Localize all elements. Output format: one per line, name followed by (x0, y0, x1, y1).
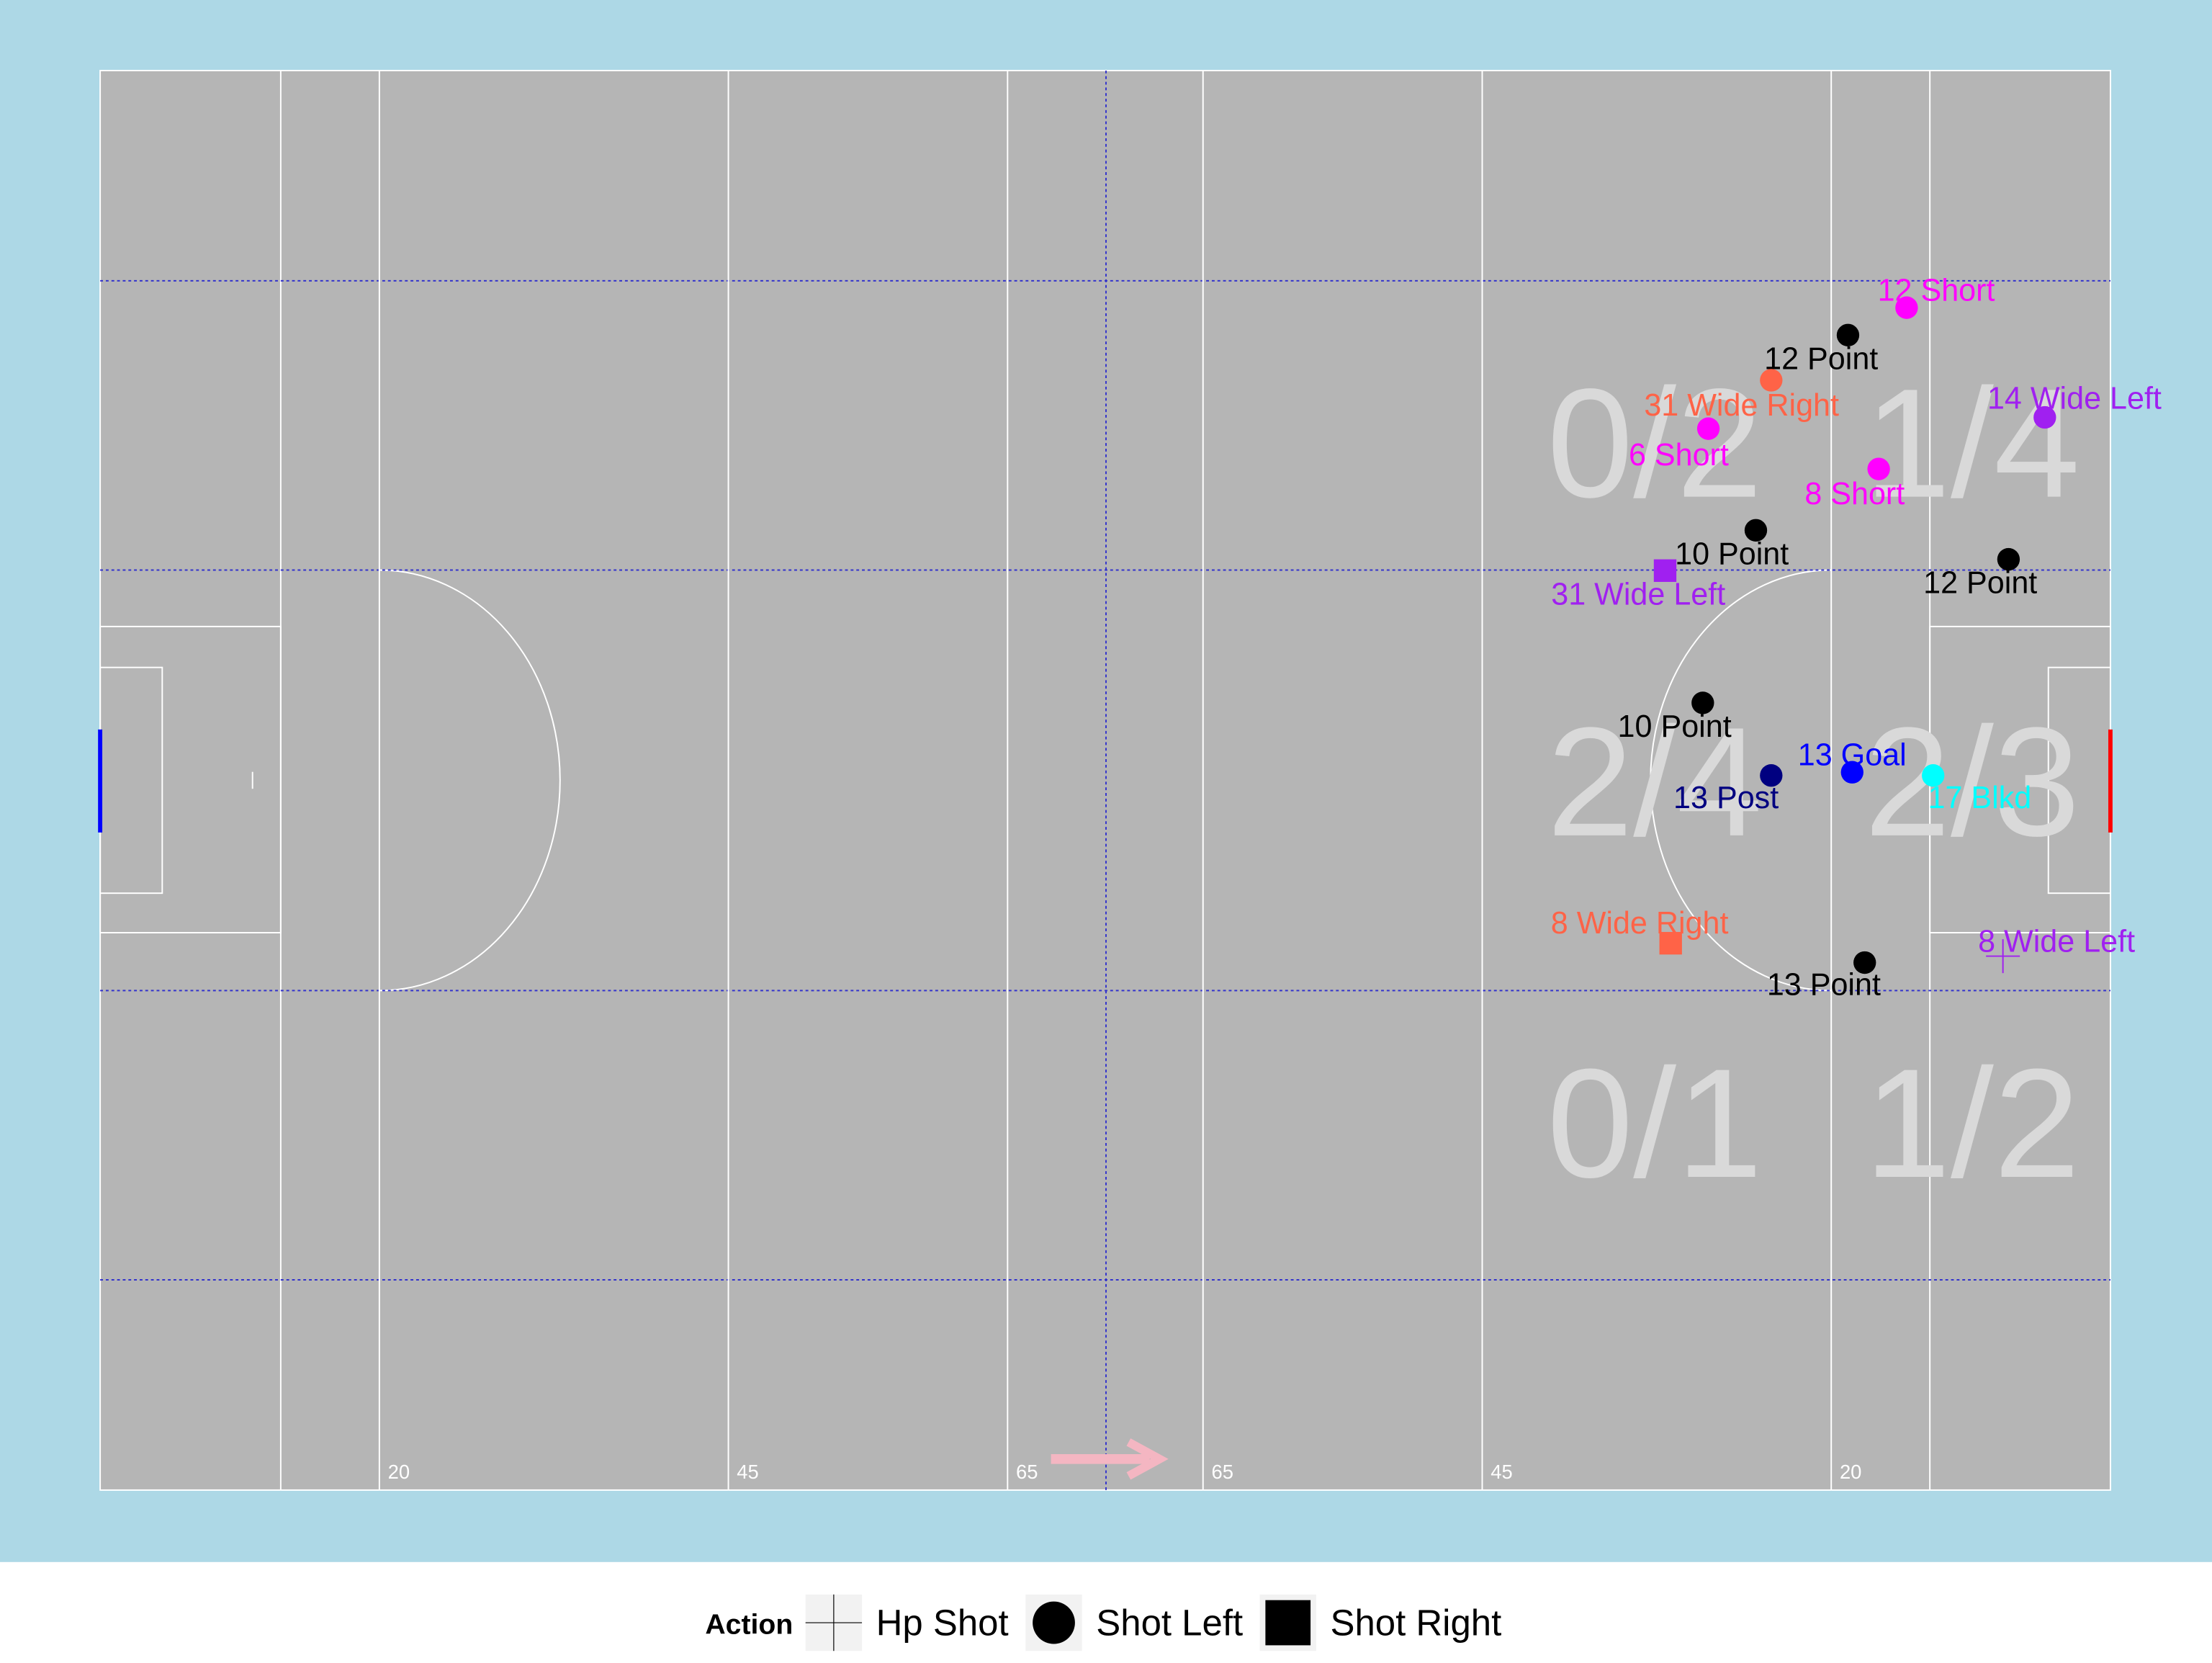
zone-label: 0/2 (1547, 357, 1763, 530)
shot-label: 12 Point (1764, 341, 1878, 376)
shot-label: 31 Wide Right (1644, 388, 1839, 423)
shot-label: 14 Wide Left (1987, 382, 2162, 416)
x-tick-label: 20 (1840, 1461, 1861, 1483)
shot-label: 10 Point (1675, 537, 1789, 571)
shot-point (1997, 547, 2020, 571)
shot-label: 13 Point (1767, 968, 1881, 1003)
shot-point (1653, 559, 1677, 582)
shot-label: 31 Wide Left (1551, 577, 1725, 611)
shot-point (1853, 951, 1876, 974)
shot-point (1744, 519, 1768, 542)
x-tick-label: 65 (1016, 1461, 1038, 1483)
shot-label: 8 Short (1804, 477, 1905, 511)
shot-point (1836, 323, 1860, 346)
shot-label: 12 Point (1923, 566, 2037, 601)
zone-label: 1/2 (1864, 1036, 2080, 1210)
shot-point (1659, 931, 1682, 955)
shot-label: 13 Post (1673, 781, 1779, 815)
legend-title: Action (705, 1610, 793, 1641)
shot-point (1691, 691, 1714, 714)
shot-label: 8 Wide Left (1978, 925, 2135, 959)
shot-point (1760, 369, 1783, 392)
shot-label: 13 Goal (1798, 738, 1907, 772)
shot-label: 10 Point (1618, 709, 1732, 744)
shot-point (2033, 405, 2056, 429)
shot-label: 6 Short (1629, 438, 1729, 472)
shot-point (1760, 764, 1783, 787)
legend: Action Hp Shot Shot Left Shot Right (705, 1594, 1502, 1651)
shot-point (1986, 939, 2020, 974)
legend-label: Shot Right (1331, 1603, 1502, 1644)
pitch (99, 69, 2111, 1491)
shot-label: 8 Wide Right (1551, 906, 1729, 941)
x-tick-label: 45 (1491, 1461, 1512, 1483)
shot-label: 17 Blkd (1928, 781, 2031, 815)
x-tick-label: 45 (737, 1461, 758, 1483)
shot-point (1922, 764, 1945, 787)
legend-label: Shot Left (1096, 1603, 1243, 1644)
zone-label: 1/4 (1864, 357, 2080, 530)
zone-label: 0/1 (1547, 1036, 1763, 1210)
shot-point (1895, 296, 1918, 319)
legend-label: Hp Shot (876, 1603, 1009, 1644)
zone-label: 2/3 (1864, 695, 2080, 869)
direction-arrow (1051, 1438, 1169, 1480)
x-tick-label: 20 (388, 1461, 410, 1483)
shot-point (1840, 761, 1863, 784)
zone-label: 2/4 (1547, 695, 1763, 869)
x-tick-label: 65 (1211, 1461, 1233, 1483)
shot-label: 12 Short (1878, 273, 1995, 308)
shot-point (1696, 417, 1720, 440)
zone-lines (100, 70, 2110, 1490)
shot-point (1867, 457, 1890, 480)
